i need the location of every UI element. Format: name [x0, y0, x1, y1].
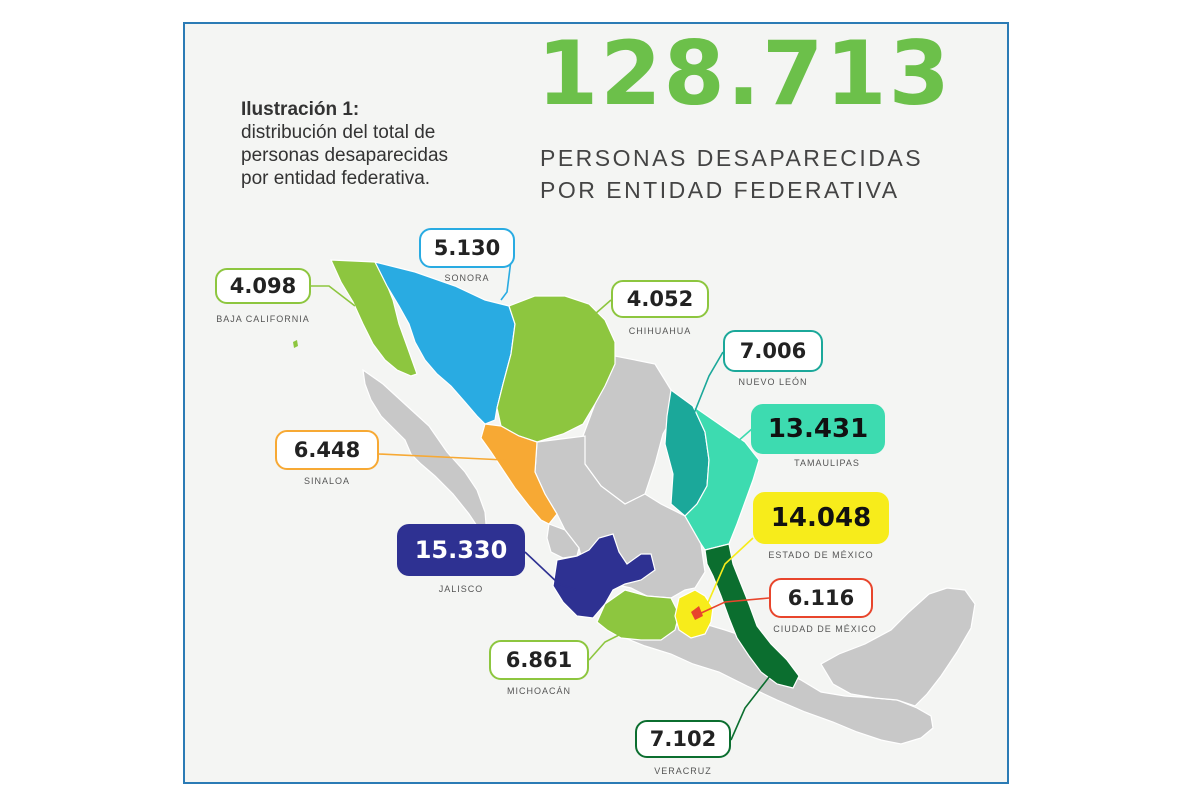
island-baja: [293, 340, 298, 348]
label-veracruz-name: VERACRUZ: [654, 766, 712, 776]
caption-title: Ilustración 1:: [241, 99, 360, 120]
state-sinaloa: [480, 423, 558, 525]
connector-sonora: [500, 259, 512, 301]
figure-caption: Ilustración 1: distribución del total de…: [241, 98, 521, 190]
label-sonora-value: 5.130: [419, 228, 515, 268]
connector-ciudad-de-mexico: [698, 597, 770, 615]
connector-jalisco: [524, 551, 578, 591]
label-nuevo-leon-name: NUEVO LEÓN: [738, 377, 808, 387]
label-jalisco-name: JALISCO: [438, 584, 484, 594]
connector-estado-de-mexico: [702, 537, 754, 615]
state-jalisco: [552, 533, 656, 619]
connector-lines: [309, 259, 774, 741]
headline: PERSONAS DESAPARECIDAS POR ENTIDAD FEDER…: [540, 142, 923, 206]
label-veracruz-value: 7.102: [635, 720, 731, 758]
label-sinaloa-value: 6.448: [275, 430, 379, 470]
headline-line-2: POR ENTIDAD FEDERATIVA: [540, 177, 900, 203]
connector-tamaulipas: [724, 427, 754, 453]
state-michoacan: [596, 589, 680, 641]
label-estado-de-mexico-value: 14.048: [753, 492, 889, 544]
states-south: [603, 619, 934, 745]
connector-veracruz: [730, 671, 774, 741]
label-chihuahua-value: 4.052: [611, 280, 709, 318]
label-michoacan-value: 6.861: [489, 640, 589, 680]
state-baja-california-sur: [362, 368, 488, 538]
caption-line-1: distribución del total de: [241, 122, 436, 143]
state-chihuahua: [496, 295, 616, 443]
label-baja-california-name: BAJA CALIFORNIA: [216, 314, 310, 324]
label-ciudad-de-mexico-name: CIUDAD DE MÉXICO: [773, 624, 877, 634]
label-tamaulipas-value: 13.431: [751, 404, 885, 454]
label-sinaloa-name: SINALOA: [303, 476, 350, 486]
label-tamaulipas-name: TAMAULIPAS: [794, 458, 860, 468]
caption-line-2: personas desaparecidas: [241, 145, 449, 166]
state-veracruz: [704, 543, 800, 689]
label-estado-de-mexico-name: ESTADO DE MÉXICO: [768, 550, 874, 560]
states-yucatan-peninsula: [820, 587, 976, 707]
label-michoacan-name: MICHOACÁN: [506, 686, 571, 696]
infographic-frame: 128.713 PERSONAS DESAPARECIDAS POR ENTID…: [183, 22, 1009, 784]
connector-michoacan: [588, 631, 626, 661]
connector-baja-california: [309, 285, 356, 307]
connector-chihuahua: [588, 299, 612, 325]
label-ciudad-de-mexico-value: 6.116: [769, 578, 873, 618]
label-jalisco-value: 15.330: [397, 524, 525, 576]
label-baja-california-value: 4.098: [215, 268, 311, 304]
headline-line-1: PERSONAS DESAPARECIDAS: [540, 145, 924, 171]
mexico-map: [293, 259, 976, 745]
connector-sinaloa: [378, 453, 506, 461]
other-states: [362, 355, 976, 745]
caption-line-3: por entidad federativa.: [241, 168, 431, 189]
state-ciudad-de-mexico: [691, 606, 703, 620]
connector-nuevo-leon: [692, 351, 724, 417]
label-nuevo-leon-value: 7.006: [723, 330, 823, 372]
label-chihuahua-name: CHIHUAHUA: [628, 326, 692, 336]
total-count: 128.713: [537, 22, 952, 125]
label-sonora-name: SONORA: [444, 273, 490, 283]
